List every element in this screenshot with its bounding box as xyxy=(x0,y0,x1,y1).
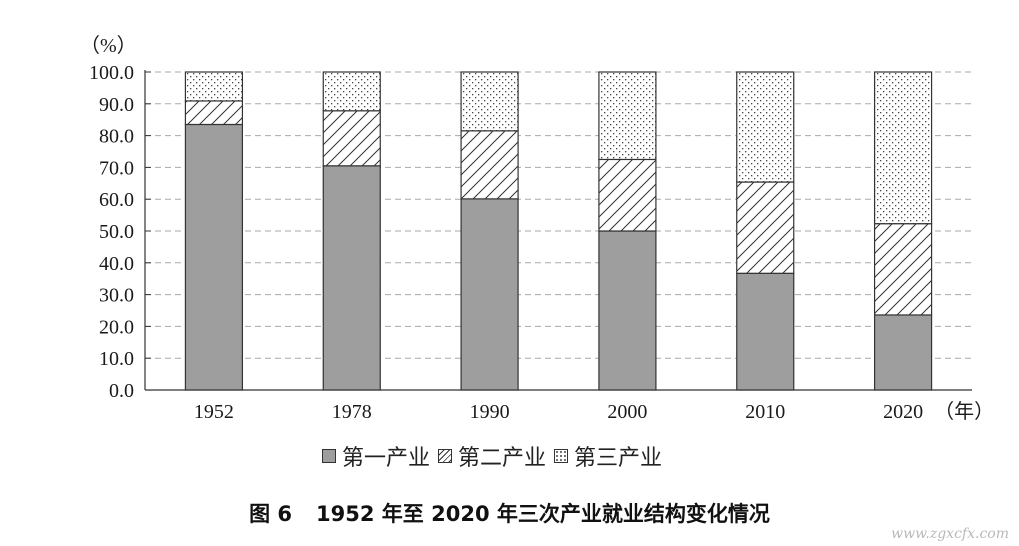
bar-segment-third xyxy=(460,71,519,132)
bar-segment-second xyxy=(184,100,244,126)
legend-swatch-first xyxy=(322,449,336,463)
figure-caption: 图 6 1952 年至 2020 年三次产业就业结构变化情况 xyxy=(0,498,1019,528)
bar-segment-third xyxy=(736,71,795,183)
bar-segment-second xyxy=(736,181,795,274)
x-tick-label: 2020 xyxy=(883,401,923,423)
y-tick-label: 40.0 xyxy=(99,253,134,275)
legend-swatch-third xyxy=(554,449,569,463)
x-axis-unit-label: （年） xyxy=(934,400,994,423)
x-tick-label: 2010 xyxy=(745,401,785,423)
bar-segment-third xyxy=(322,71,381,112)
bar-segment-first xyxy=(460,198,519,391)
x-tick-label: 1990 xyxy=(470,401,510,423)
y-tick-label: 70.0 xyxy=(99,157,134,179)
bar-segment-first xyxy=(322,165,381,391)
x-tick-label: 1978 xyxy=(332,401,372,423)
axes xyxy=(144,70,972,391)
legend-item-first: 第一产业 xyxy=(322,440,430,472)
figure-title: 1952 年至 2020 年三次产业就业结构变化情况 xyxy=(316,502,770,526)
stacked-bar-chart: 0.0 10.0 20.0 30.0 40.0 50.0 60.0 70.0 80.0 90.0 1… xyxy=(80,34,994,423)
bar-segment-second xyxy=(460,130,519,200)
y-tick-label: 90.0 xyxy=(99,94,134,116)
figure-number: 图 6 xyxy=(249,502,293,526)
grid-lines xyxy=(145,71,972,359)
bar-segment-second xyxy=(322,110,381,167)
y-tick-label: 80.0 xyxy=(99,126,134,148)
legend: 第一产业 第二产业 第三产业 xyxy=(322,438,670,474)
legend-item-second: 第二产业 xyxy=(438,440,546,472)
legend-label-first: 第一产业 xyxy=(342,446,431,471)
bar-segment-second xyxy=(598,158,657,232)
legend-swatch-second xyxy=(438,449,453,463)
watermark: www.zgxcfx.com xyxy=(891,526,1009,542)
x-tick-label: 2000 xyxy=(607,401,647,423)
y-tick-label: 60.0 xyxy=(99,189,134,211)
y-tick-label: 30.0 xyxy=(99,285,134,307)
y-axis-unit-label: （%） xyxy=(80,34,137,57)
y-tick-label: 0.0 xyxy=(109,380,134,402)
bar-segment-third xyxy=(184,71,244,102)
bar-segment-first xyxy=(873,314,933,391)
bar-segment-first xyxy=(184,123,244,391)
bar-segment-first xyxy=(598,230,657,391)
bar-segment-second xyxy=(873,223,933,316)
bars xyxy=(184,71,933,391)
legend-label-third: 第三产业 xyxy=(574,446,663,471)
bar-segment-third xyxy=(873,71,933,225)
bar-segment-first xyxy=(736,272,795,391)
x-tick-label: 1952 xyxy=(194,401,234,423)
y-tick-label: 20.0 xyxy=(99,316,134,338)
tick-labels: 0.0 10.0 20.0 30.0 40.0 50.0 60.0 70.0 80.0 90.0 1… xyxy=(80,34,994,423)
bar-segment-third xyxy=(598,71,657,161)
legend-item-third: 第三产业 xyxy=(554,440,662,472)
y-tick-label: 50.0 xyxy=(99,221,134,243)
y-tick-label: 10.0 xyxy=(99,348,134,370)
y-tick-label: 100.0 xyxy=(89,62,134,84)
legend-label-second: 第二产业 xyxy=(458,446,547,471)
